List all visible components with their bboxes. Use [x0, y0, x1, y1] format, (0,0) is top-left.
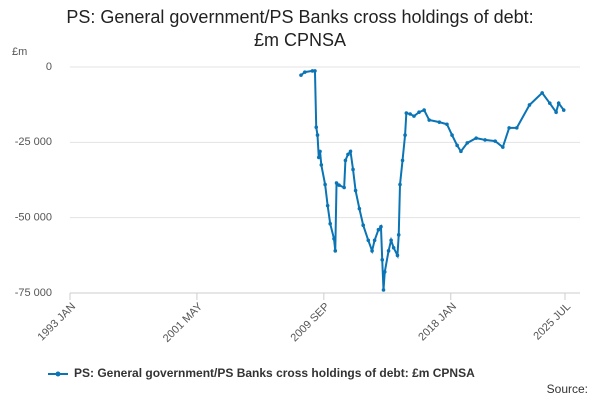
marker [554, 110, 558, 114]
marker [445, 122, 449, 127]
marker [381, 288, 386, 292]
marker [417, 110, 421, 114]
marker [351, 167, 355, 172]
marker [514, 126, 519, 130]
marker [427, 118, 431, 122]
marker [501, 145, 505, 149]
marker [333, 249, 338, 253]
marker [366, 238, 371, 243]
marker [382, 270, 387, 274]
x-tick-label: 1993 JAN [36, 301, 79, 344]
marker [507, 126, 511, 130]
line [300, 69, 565, 291]
marker [332, 236, 336, 241]
marker [547, 101, 552, 105]
marker [459, 149, 463, 154]
legend-marker [55, 371, 61, 377]
y-tick-label: -25 000 [15, 136, 52, 148]
marker [314, 125, 319, 130]
marker [303, 70, 307, 74]
x-tick-label: 2025 JUL [531, 301, 573, 343]
marker [483, 138, 487, 142]
marker [465, 141, 470, 145]
marker [337, 183, 341, 187]
marker [318, 149, 322, 154]
marker [376, 227, 381, 232]
marker [527, 103, 532, 107]
marker [343, 158, 348, 163]
source: Source: [547, 382, 588, 396]
marker [403, 133, 407, 137]
marker [437, 120, 442, 124]
marker [422, 108, 426, 112]
marker [370, 249, 374, 253]
marker [348, 149, 353, 154]
marker [334, 181, 339, 185]
marker [396, 233, 401, 237]
marker [450, 133, 454, 137]
marker [325, 203, 330, 208]
legend-label: PS: General government/PS Banks cross ho… [74, 366, 475, 380]
marker [357, 206, 362, 211]
marker [380, 258, 385, 262]
x-tick-label: 2001 MAY [161, 300, 206, 345]
marker [493, 139, 497, 143]
marker [398, 182, 402, 187]
marker [342, 185, 346, 190]
marker [299, 73, 303, 77]
x-tick-label: 2009 SEP [289, 301, 333, 345]
marker [361, 223, 365, 227]
marker [328, 221, 332, 226]
marker [389, 238, 393, 243]
marker [404, 111, 409, 115]
marker [386, 249, 391, 253]
marker [313, 69, 317, 73]
y-tick-label: -50 000 [15, 212, 52, 224]
marker [556, 101, 561, 105]
marker [319, 163, 324, 167]
marker [395, 253, 400, 258]
marker [316, 155, 321, 160]
marker [310, 69, 315, 73]
marker [323, 182, 327, 187]
marker [474, 136, 478, 140]
marker [346, 152, 350, 157]
marker [455, 143, 459, 148]
y-tick-label: -75 000 [15, 287, 52, 299]
marker [379, 224, 383, 229]
x-tick-label: 2018 JAN [416, 301, 459, 344]
marker [391, 246, 396, 250]
marker [315, 133, 320, 137]
y-tick-label: 0 [46, 61, 52, 73]
marker [353, 188, 358, 193]
marker [540, 91, 544, 95]
chart-title: PS: General government/PS Banks cross ho… [66, 7, 534, 50]
marker [561, 108, 566, 112]
marker [400, 158, 405, 163]
marker [412, 114, 416, 118]
marker [372, 238, 377, 243]
marker [408, 112, 412, 116]
y-axis-label: £m [12, 46, 27, 58]
